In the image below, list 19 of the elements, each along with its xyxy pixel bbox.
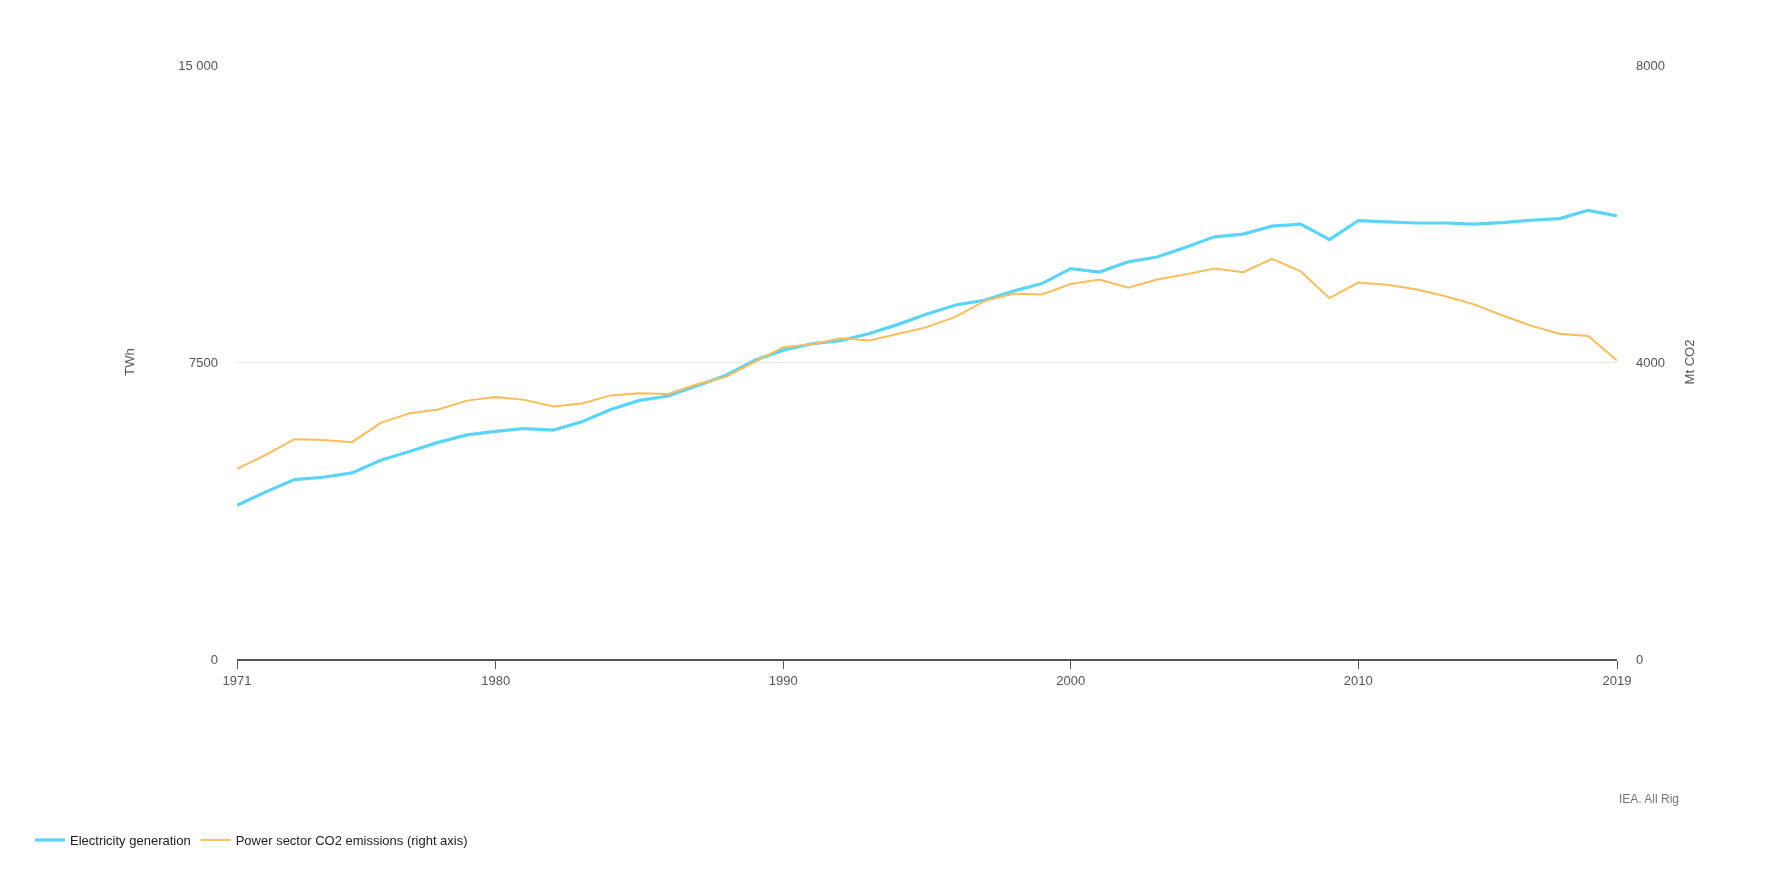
- line-series: [237, 208, 1617, 507]
- x-tick-label: 1980: [481, 672, 511, 688]
- y-tick-label: 7500: [189, 354, 218, 370]
- y2-tick-label: 4000: [1636, 354, 1665, 370]
- y-tick-label: 0: [210, 651, 218, 667]
- x-tick-label: 2019: [1602, 672, 1632, 688]
- legend-label: Electricity generation: [70, 833, 191, 849]
- x-tick-label: 2000: [1056, 672, 1086, 688]
- y-tick-label: 15 000: [178, 57, 218, 73]
- legend-label: Power sector CO2 emissions (right axis): [235, 833, 468, 849]
- x-tick-label: 1971: [222, 672, 252, 688]
- y-axis-title: TWh: [122, 348, 138, 376]
- y2-tick-label: 8000: [1636, 57, 1665, 73]
- y2-tick-label: 0: [1636, 651, 1644, 667]
- line-series: [237, 257, 1617, 470]
- x-tick-label: 2010: [1343, 672, 1373, 688]
- x-tick-label: 1990: [768, 672, 798, 688]
- text: IEA. All Rig: [1619, 792, 1680, 806]
- y2-axis-title: Mt CO2: [1681, 339, 1697, 385]
